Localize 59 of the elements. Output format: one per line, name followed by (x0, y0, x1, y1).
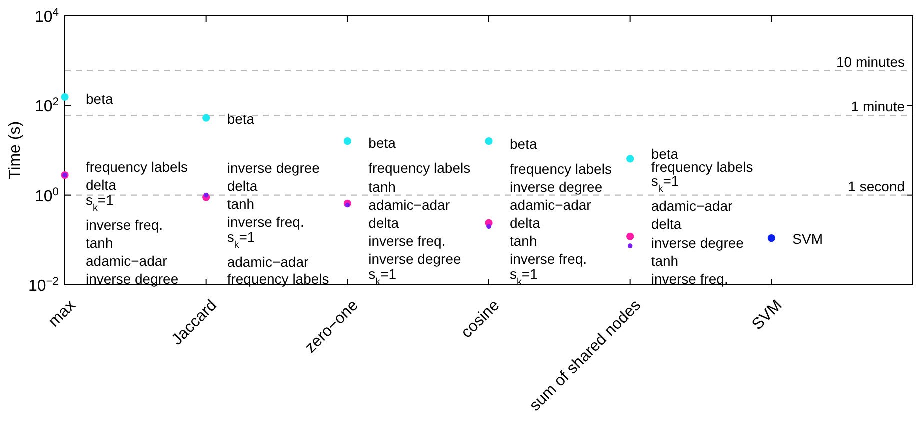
ref-line-label: 1 minute (851, 98, 906, 115)
annotation: delta (510, 215, 541, 231)
point (768, 234, 776, 242)
point (345, 202, 350, 208)
annotation: tanh (227, 196, 255, 212)
annotation: delta (86, 177, 117, 193)
ref-line-label: 10 minutes (836, 54, 905, 70)
annotation: frequency labels (368, 160, 471, 176)
annotation: inverse freq. (227, 214, 304, 230)
annotation: inverse degree (227, 160, 320, 176)
y-tick-label: 10$^{4}$ (34, 7, 59, 26)
annotation: beta (651, 146, 679, 162)
annotation: beta (86, 91, 114, 107)
point (204, 192, 209, 198)
point (628, 244, 633, 248)
annotation: delta (368, 215, 400, 231)
annotation: SVM (792, 231, 824, 247)
annotation: delta (651, 216, 682, 232)
annotation: frequency labels (86, 159, 188, 175)
x-tick-label: max (46, 297, 80, 331)
annotation: tanh (86, 235, 114, 251)
point (344, 138, 352, 146)
annotation: frequency labels (227, 271, 330, 287)
annotation: beta (368, 135, 396, 151)
annotation: delta (227, 178, 258, 194)
annotation: inverse degree (651, 235, 744, 251)
annotation: s$_{k}$=1 (86, 192, 114, 214)
annotation: inverse freq. (651, 271, 728, 287)
annotation: inverse freq. (368, 233, 446, 249)
annotation: adamic−adar (86, 253, 168, 269)
y-tick-label: 10$^{2}$ (34, 96, 59, 116)
annotation: inverse freq. (86, 217, 164, 233)
annotation: inverse degree (510, 179, 603, 195)
point (486, 224, 492, 230)
annotation: frequency labels (651, 159, 754, 175)
y-axis-title: Time (s) (7, 121, 24, 180)
point (485, 138, 493, 146)
annotation: adamic−adar (368, 197, 450, 213)
y-tick-label: 10$^{0}$ (34, 186, 59, 206)
annotation: beta (510, 136, 538, 152)
annotation: s$_{k}$=1 (651, 173, 680, 194)
annotation: tanh (368, 179, 396, 195)
point (61, 93, 69, 101)
annotation: adamic−adar (651, 198, 733, 214)
y-tick-label: 10$^{−2}$ (28, 276, 59, 295)
annotation: adamic−adar (227, 254, 309, 270)
annotation: beta (227, 111, 255, 127)
point (202, 114, 210, 122)
annotation: tanh (510, 233, 538, 249)
annotation: inverse degree (368, 251, 462, 267)
annotation: tanh (651, 253, 679, 269)
annotation: adamic−adar (510, 197, 592, 213)
annotation: inverse degree (86, 271, 179, 287)
point (626, 232, 634, 240)
annotation: inverse freq. (510, 251, 588, 267)
annotation: frequency labels (510, 161, 612, 177)
annotation: s$_{k}$=1 (227, 229, 256, 250)
ref-line-label: 1 second (848, 178, 905, 194)
point (626, 155, 634, 163)
